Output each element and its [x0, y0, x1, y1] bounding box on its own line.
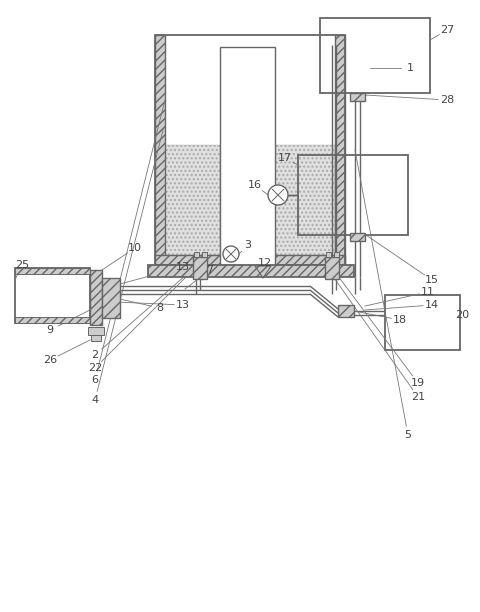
- Text: 10: 10: [128, 243, 142, 253]
- Bar: [155, 35, 345, 265]
- Text: 3: 3: [244, 240, 252, 250]
- Bar: [275, 145, 335, 255]
- Circle shape: [223, 246, 239, 262]
- Bar: [350, 233, 365, 241]
- Text: 7: 7: [206, 265, 214, 275]
- Bar: [335, 35, 345, 265]
- Text: 11: 11: [421, 287, 435, 297]
- Bar: [15, 268, 90, 274]
- Text: 25: 25: [15, 260, 29, 270]
- Bar: [334, 252, 339, 257]
- Bar: [325, 257, 339, 279]
- Bar: [193, 257, 207, 279]
- Text: 13: 13: [176, 262, 190, 272]
- Text: 16: 16: [248, 180, 262, 190]
- Text: 9: 9: [47, 325, 54, 335]
- Text: 6: 6: [92, 375, 98, 385]
- Bar: [338, 305, 354, 317]
- Bar: [320, 18, 430, 93]
- Text: 12: 12: [258, 258, 272, 268]
- Bar: [15, 317, 90, 323]
- Text: 14: 14: [425, 300, 439, 310]
- Bar: [102, 278, 120, 318]
- Bar: [326, 252, 331, 257]
- Text: 26: 26: [43, 355, 57, 365]
- Bar: [275, 145, 335, 255]
- Text: 22: 22: [88, 363, 102, 373]
- Text: 20: 20: [455, 310, 469, 320]
- Text: 8: 8: [156, 303, 164, 313]
- Bar: [165, 145, 220, 255]
- Bar: [350, 93, 365, 101]
- Text: 2: 2: [91, 350, 98, 360]
- Bar: [155, 35, 165, 265]
- Bar: [202, 252, 207, 257]
- Bar: [15, 268, 90, 323]
- Bar: [385, 295, 460, 350]
- Text: 4: 4: [91, 395, 98, 405]
- Bar: [165, 145, 220, 255]
- Text: 1: 1: [407, 63, 413, 73]
- Bar: [91, 335, 101, 341]
- Bar: [298, 155, 408, 235]
- Bar: [148, 265, 354, 277]
- Bar: [88, 327, 104, 335]
- Bar: [194, 252, 199, 257]
- Bar: [220, 47, 275, 265]
- Text: 13: 13: [176, 300, 190, 310]
- Text: 28: 28: [440, 95, 454, 105]
- Text: 5: 5: [405, 430, 411, 440]
- Text: 19: 19: [411, 378, 425, 388]
- Text: 17: 17: [278, 153, 292, 163]
- Text: 21: 21: [411, 392, 425, 402]
- Text: 15: 15: [425, 275, 439, 285]
- Circle shape: [268, 185, 288, 205]
- Text: 18: 18: [393, 315, 407, 325]
- Bar: [90, 270, 102, 325]
- Bar: [155, 255, 345, 265]
- Text: 27: 27: [440, 25, 454, 35]
